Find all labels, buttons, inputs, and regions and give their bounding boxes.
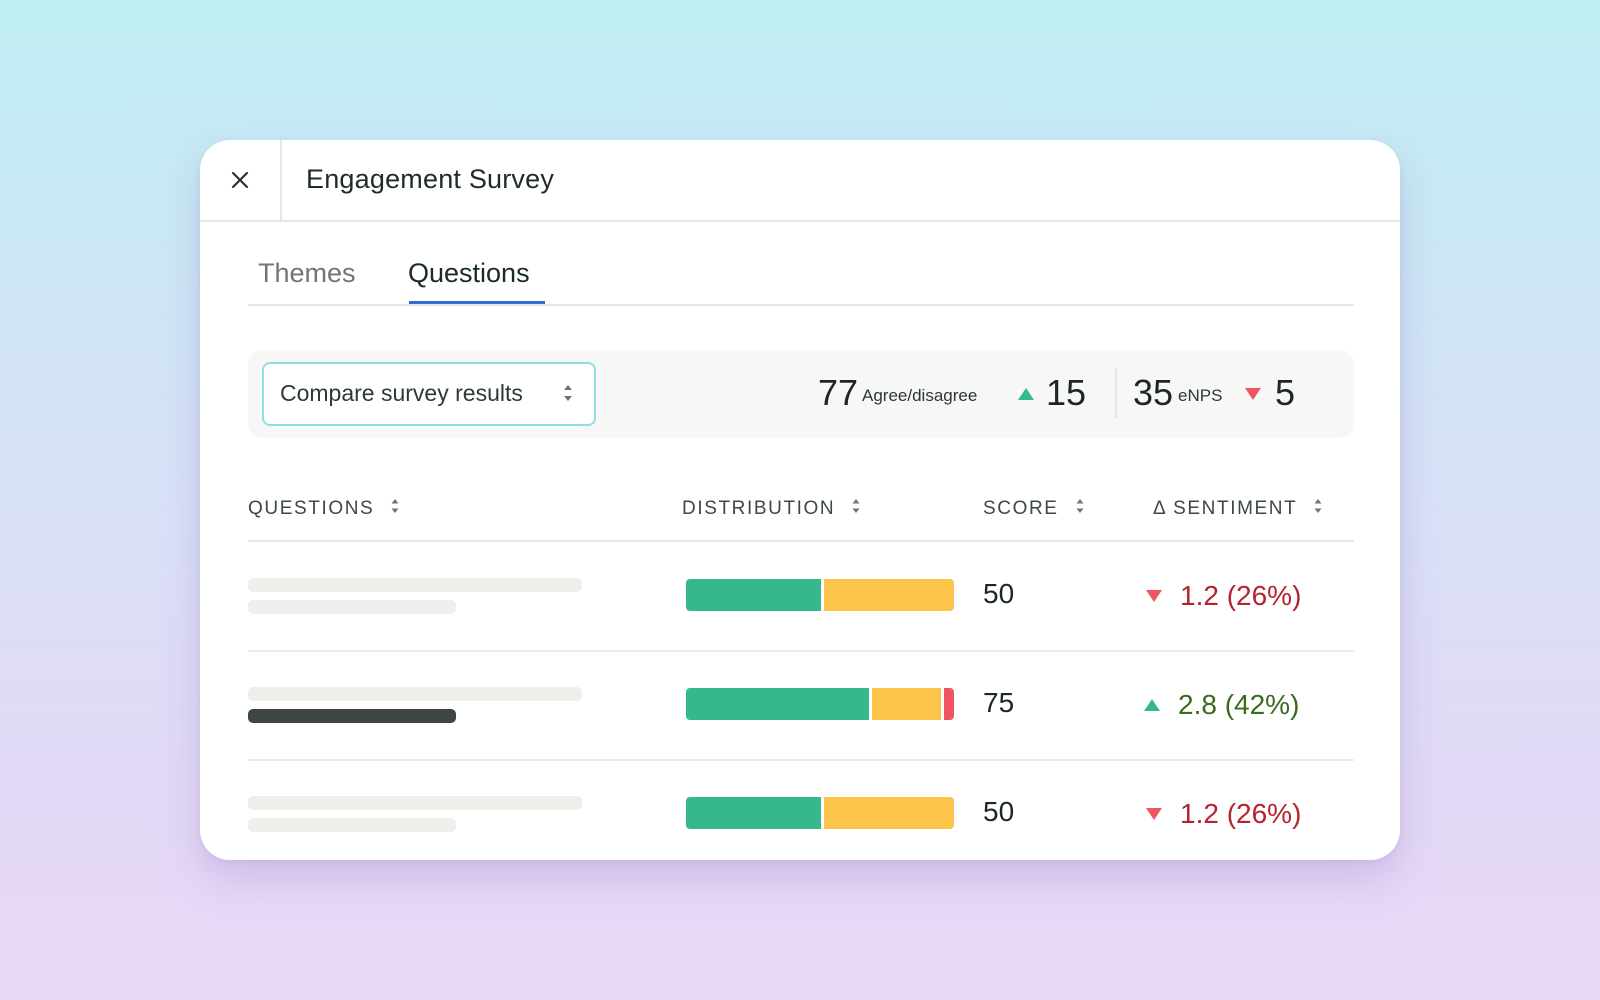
metric-enps: 35 eNPS 5 <box>1133 350 1333 438</box>
question-text-placeholder <box>248 709 456 723</box>
sort-arrows-icon <box>390 498 400 520</box>
metric-agree-disagree: 77 Agree/disagree 15 <box>818 350 1098 438</box>
column-header-distribution[interactable]: DISTRIBUTION <box>682 498 861 520</box>
table-header: QUESTIONS DISTRIBUTION SCORE Δ SENTIMENT <box>248 480 1354 542</box>
metric-value: 77 <box>818 372 859 413</box>
tab-bar: Themes Questions <box>248 258 1354 306</box>
metric-label: Agree/disagree <box>862 386 978 405</box>
distribution-bar <box>686 579 954 611</box>
score-value: 50 <box>983 578 1015 609</box>
metric-delta: 15 <box>1046 372 1087 413</box>
trend-up-icon <box>1144 699 1160 711</box>
sentiment-value: 2.8 (42%) <box>1178 689 1300 720</box>
sentiment-change: 1.2 (26%) <box>1146 794 1301 834</box>
compare-select-label: Compare survey results <box>280 380 523 406</box>
question-text-placeholder <box>248 578 582 592</box>
question-text-placeholder <box>248 818 456 832</box>
distribution-segment <box>686 797 822 829</box>
column-header-label: QUESTIONS <box>248 498 375 519</box>
distribution-segment <box>824 579 954 611</box>
close-icon <box>231 171 249 189</box>
distribution-segment <box>824 797 954 829</box>
sentiment-value: 1.2 (26%) <box>1180 580 1302 611</box>
column-header-sentiment[interactable]: Δ SENTIMENT <box>1153 498 1323 520</box>
sort-arrows-icon <box>1313 498 1323 520</box>
compare-survey-select[interactable]: Compare survey results <box>262 362 596 426</box>
column-header-label: SCORE <box>983 498 1059 519</box>
sentiment-change: 2.8 (42%) <box>1144 685 1299 725</box>
table-row[interactable]: 50 1.2 (26%) <box>248 542 1354 652</box>
page-title: Engagement Survey <box>306 164 555 194</box>
sort-arrows-icon <box>851 498 861 520</box>
trend-up-icon <box>1018 388 1034 400</box>
column-header-label: Δ SENTIMENT <box>1153 498 1298 519</box>
question-text-placeholder <box>248 796 582 810</box>
tab-questions[interactable]: Questions <box>408 258 530 288</box>
question-text-placeholder <box>248 600 456 614</box>
question-text-placeholder <box>248 687 582 701</box>
column-header-label: DISTRIBUTION <box>682 498 836 519</box>
sort-arrows-icon <box>562 384 574 407</box>
column-header-score[interactable]: SCORE <box>983 498 1085 520</box>
distribution-bar <box>686 688 954 720</box>
distribution-bar <box>686 797 954 829</box>
column-header-questions[interactable]: QUESTIONS <box>248 498 400 520</box>
metric-divider <box>1115 368 1117 418</box>
trend-down-icon <box>1146 590 1162 602</box>
metric-delta: 5 <box>1275 372 1296 413</box>
table-row[interactable]: 50 1.2 (26%) <box>248 760 1354 860</box>
trend-down-icon <box>1146 808 1162 820</box>
close-button[interactable] <box>200 140 282 220</box>
card-header: Engagement Survey <box>200 140 1400 222</box>
sentiment-value: 1.2 (26%) <box>1180 798 1302 829</box>
score-value: 75 <box>983 687 1015 718</box>
survey-card: Engagement Survey Themes Questions Compa… <box>200 140 1400 860</box>
metric-value: 35 <box>1133 372 1174 413</box>
active-tab-indicator <box>409 301 545 304</box>
score-value: 50 <box>983 796 1015 827</box>
metric-label: eNPS <box>1178 386 1223 405</box>
distribution-segment <box>686 579 822 611</box>
tab-themes[interactable]: Themes <box>258 258 356 288</box>
sentiment-change: 1.2 (26%) <box>1146 576 1301 616</box>
distribution-segment <box>872 688 941 720</box>
table-row[interactable]: 75 2.8 (42%) <box>248 651 1354 761</box>
sort-arrows-icon <box>1075 498 1085 520</box>
distribution-segment <box>943 688 954 720</box>
trend-down-icon <box>1245 388 1261 400</box>
filter-bar: Compare survey results 77 Agree/disagree… <box>248 350 1354 438</box>
distribution-segment <box>686 688 870 720</box>
